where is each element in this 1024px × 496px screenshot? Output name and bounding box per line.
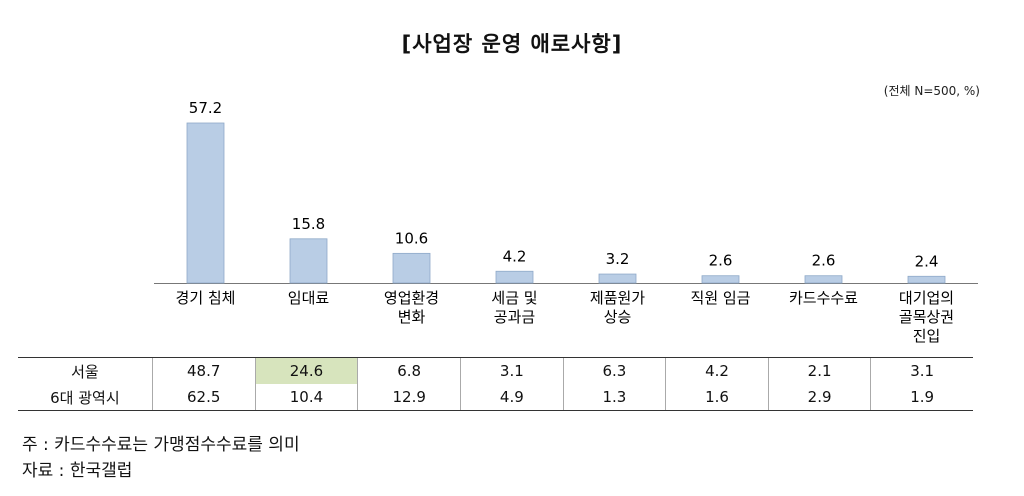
category-label-7-1: 골목상권 bbox=[899, 308, 954, 326]
table-cell: 10.4 bbox=[254, 384, 358, 411]
category-label-7-0: 대기업의 bbox=[899, 289, 954, 307]
source-note: 자료 : 한국갤럽 bbox=[22, 461, 133, 481]
bar-1 bbox=[289, 238, 328, 284]
table-row: 서울 48.7 24.6 6.8 3.1 6.3 4.2 2.1 3.1 bbox=[18, 357, 973, 384]
category-label-7-2: 진입 bbox=[913, 327, 941, 345]
table-cell: 4.9 bbox=[460, 384, 564, 411]
footnote: 주 : 카드수수료는 가맹점수수료를 의미 bbox=[22, 435, 300, 455]
table-cell: 1.9 bbox=[870, 384, 973, 411]
data-label-3: 4.2 bbox=[503, 247, 527, 265]
category-label-0-0: 경기 침체 bbox=[176, 289, 236, 307]
table-cell: 2.1 bbox=[767, 357, 871, 384]
category-label-1-0: 임대료 bbox=[288, 289, 330, 307]
category-label-6-0: 카드수수료 bbox=[789, 289, 858, 307]
bar-3 bbox=[495, 270, 534, 284]
category-label-3-1: 공과금 bbox=[494, 308, 536, 326]
category-label-3-0: 세금 및 bbox=[491, 289, 537, 307]
data-label-2: 10.6 bbox=[395, 229, 428, 247]
data-label-6: 2.6 bbox=[812, 252, 836, 270]
table-cell: 1.6 bbox=[665, 384, 769, 411]
bar-5 bbox=[701, 275, 740, 284]
table-cell: 3.1 bbox=[870, 357, 973, 384]
table-cell: 1.3 bbox=[562, 384, 666, 411]
table-cell: 3.1 bbox=[460, 357, 564, 384]
bar-2 bbox=[392, 252, 431, 284]
table-cell: 48.7 bbox=[151, 357, 256, 384]
category-label-4-1: 상승 bbox=[604, 308, 632, 326]
table-cell: 4.2 bbox=[665, 357, 769, 384]
table-cell: 62.5 bbox=[151, 384, 256, 411]
table-cell: 24.6 bbox=[254, 357, 358, 384]
row-label: 서울 bbox=[18, 357, 153, 384]
category-label-2-0: 영업환경 bbox=[384, 289, 439, 307]
unit-note: (전체 N=500, %) bbox=[883, 84, 980, 98]
category-label-4-0: 제품원가 bbox=[590, 289, 645, 307]
region-table: 서울 48.7 24.6 6.8 3.1 6.3 4.2 2.1 3.1 6대 광역시 62.5 10… bbox=[18, 357, 973, 411]
chart-title: [사업장 운영 애로사항] bbox=[401, 32, 623, 56]
data-label-0: 57.2 bbox=[189, 99, 222, 117]
bar-0 bbox=[186, 122, 225, 284]
table-cell: 2.9 bbox=[767, 384, 871, 411]
bar-7 bbox=[907, 275, 946, 284]
data-label-7: 2.4 bbox=[915, 252, 939, 270]
bar-4 bbox=[598, 273, 637, 284]
category-label-2-1: 변화 bbox=[398, 308, 426, 326]
table-row: 6대 광역시 62.5 10.4 12.9 4.9 1.3 1.6 2.9 1.9 bbox=[18, 384, 973, 411]
bar-6 bbox=[804, 275, 843, 284]
table-cell: 6.8 bbox=[357, 357, 461, 384]
data-label-4: 3.2 bbox=[606, 250, 630, 268]
table-cell: 6.3 bbox=[562, 357, 666, 384]
category-label-5-0: 직원 임금 bbox=[691, 289, 751, 307]
table-cell: 12.9 bbox=[357, 384, 461, 411]
data-label-5: 2.6 bbox=[709, 252, 733, 270]
row-label: 6대 광역시 bbox=[18, 384, 153, 411]
data-label-1: 15.8 bbox=[292, 215, 325, 233]
